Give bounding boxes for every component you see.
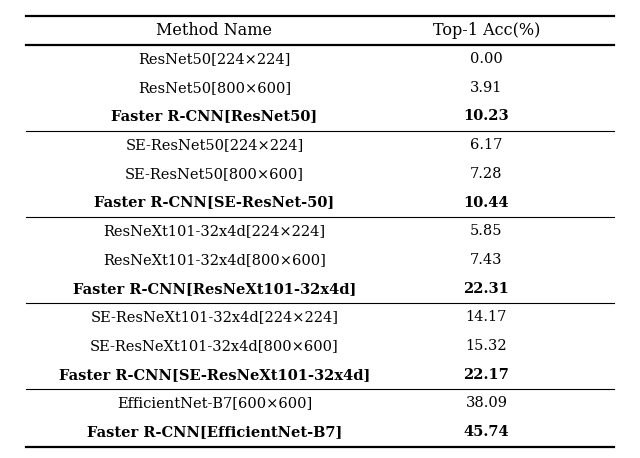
Text: ResNeXt101-32x4d[800×600]: ResNeXt101-32x4d[800×600] <box>103 253 326 267</box>
Text: SE-ResNeXt101-32x4d[800×600]: SE-ResNeXt101-32x4d[800×600] <box>90 339 339 353</box>
Text: 38.09: 38.09 <box>465 397 508 410</box>
Text: 5.85: 5.85 <box>470 224 502 238</box>
Text: 0.00: 0.00 <box>470 52 503 66</box>
Text: 6.17: 6.17 <box>470 138 502 152</box>
Text: 10.23: 10.23 <box>463 109 509 124</box>
Text: Top-1 Acc(%): Top-1 Acc(%) <box>433 22 540 39</box>
Text: 22.17: 22.17 <box>463 368 509 382</box>
Text: 45.74: 45.74 <box>463 425 509 439</box>
Text: Faster R-CNN[ResNet50]: Faster R-CNN[ResNet50] <box>111 109 317 124</box>
Text: 10.44: 10.44 <box>463 196 509 210</box>
Text: ResNet50[800×600]: ResNet50[800×600] <box>138 81 291 95</box>
Text: SE-ResNeXt101-32x4d[224×224]: SE-ResNeXt101-32x4d[224×224] <box>90 311 339 324</box>
Text: 3.91: 3.91 <box>470 81 502 95</box>
Text: 7.43: 7.43 <box>470 253 502 267</box>
Text: ResNet50[224×224]: ResNet50[224×224] <box>138 52 291 66</box>
Text: SE-ResNet50[800×600]: SE-ResNet50[800×600] <box>125 167 304 181</box>
Text: 14.17: 14.17 <box>466 311 507 324</box>
Text: Faster R-CNN[SE-ResNeXt101-32x4d]: Faster R-CNN[SE-ResNeXt101-32x4d] <box>59 368 370 382</box>
Text: 22.31: 22.31 <box>463 282 509 296</box>
Text: Faster R-CNN[ResNeXt101-32x4d]: Faster R-CNN[ResNeXt101-32x4d] <box>73 282 356 296</box>
Text: Method Name: Method Name <box>156 22 273 39</box>
Text: Faster R-CNN[SE-ResNet-50]: Faster R-CNN[SE-ResNet-50] <box>94 196 335 210</box>
Text: SE-ResNet50[224×224]: SE-ResNet50[224×224] <box>125 138 303 152</box>
Text: ResNeXt101-32x4d[224×224]: ResNeXt101-32x4d[224×224] <box>103 224 326 238</box>
Text: EfficientNet-B7[600×600]: EfficientNet-B7[600×600] <box>116 397 312 410</box>
Text: 7.28: 7.28 <box>470 167 502 181</box>
Text: 15.32: 15.32 <box>465 339 508 353</box>
Text: Faster R-CNN[EfficientNet-B7]: Faster R-CNN[EfficientNet-B7] <box>86 425 342 439</box>
